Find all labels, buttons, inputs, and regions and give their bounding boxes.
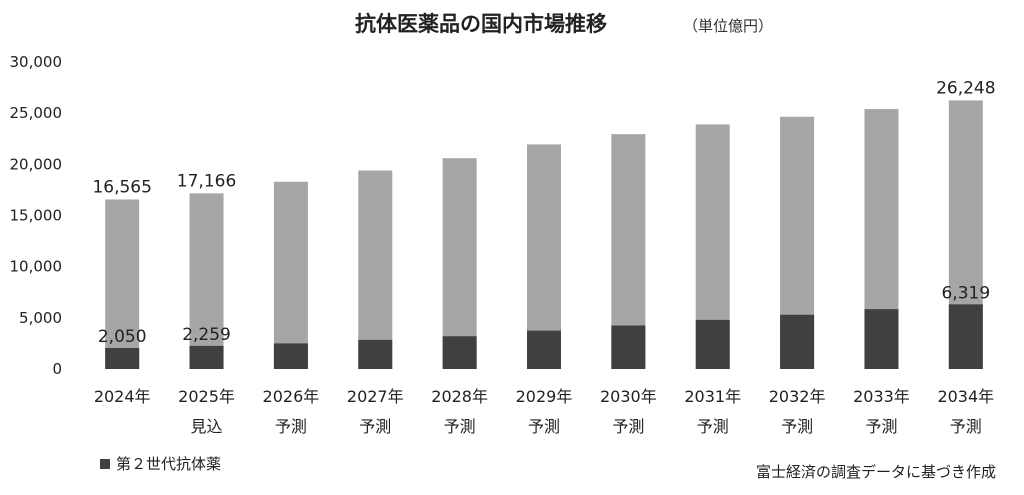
bar-second-gen: [358, 339, 393, 369]
x-tick-sublabel: 予測: [697, 417, 729, 436]
bars-group: [105, 100, 983, 369]
legend-swatch: [100, 459, 110, 469]
x-tick-sublabel: 予測: [444, 417, 476, 436]
x-tick-label: 2028年: [431, 387, 488, 406]
bar-total: [189, 193, 224, 369]
y-tick-label: 20,000: [10, 155, 63, 173]
x-tick-label: 2033年: [853, 387, 910, 406]
x-tick-sublabel: 予測: [781, 417, 813, 436]
bar-second-gen: [948, 304, 983, 369]
data-label-total: 16,565: [92, 177, 151, 197]
x-tick-label: 2031年: [684, 387, 741, 406]
y-tick-label: 30,000: [10, 53, 63, 71]
data-label-second-gen: 6,319: [941, 283, 990, 303]
data-label-second-gen: 2,050: [98, 327, 147, 347]
bar-total: [273, 181, 308, 369]
legend-label: 第２世代抗体薬: [116, 455, 221, 473]
source-note: 富士経済の調査データに基づき作成: [756, 463, 996, 481]
chart-subtitle: （単位億円）: [683, 17, 773, 35]
x-tick-label: 2034年: [937, 387, 994, 406]
y-tick-label: 25,000: [10, 104, 63, 122]
data-label-total: 17,166: [177, 171, 236, 191]
bar-total: [105, 199, 140, 369]
x-tick-label: 2024年: [94, 387, 151, 406]
y-tick-label: 15,000: [10, 207, 63, 225]
bar-second-gen: [780, 314, 815, 369]
x-tick-sublabel: 予測: [612, 417, 644, 436]
x-tick-sublabel: 予測: [865, 417, 897, 436]
bar-total: [358, 170, 393, 369]
chart-title: 抗体医薬品の国内市場推移: [355, 12, 607, 36]
data-label-total: 26,248: [936, 78, 995, 98]
data-label-second-gen: 2,259: [182, 325, 231, 345]
x-tick-sublabel: 予測: [950, 417, 982, 436]
data-labels-group: 16,565 2,050 17,166 2,259 26,248 6,319: [92, 78, 995, 347]
x-tick-label: 2029年: [516, 387, 573, 406]
bar-second-gen: [105, 348, 140, 369]
y-tick-label: 10,000: [10, 258, 63, 276]
x-tick-sublabel: 見込: [191, 417, 223, 436]
y-axis: 0 5,000 10,000 15,000 20,000 25,000 30,000: [10, 53, 63, 378]
bar-second-gen: [189, 345, 224, 369]
bar-second-gen: [442, 336, 477, 369]
x-tick-label: 2025年: [178, 387, 235, 406]
y-tick-label: 0: [52, 360, 62, 378]
bar-second-gen: [527, 330, 561, 369]
x-tick-label: 2030年: [600, 387, 657, 406]
bar-second-gen: [273, 343, 308, 369]
bar-second-gen: [611, 325, 646, 369]
x-tick-sublabel: 予測: [359, 417, 391, 436]
x-tick-sublabel: 予測: [528, 417, 560, 436]
x-tick-label: 2027年: [347, 387, 404, 406]
bar-total: [442, 158, 477, 369]
bar-second-gen: [864, 309, 899, 369]
x-tick-label: 2026年: [263, 387, 320, 406]
y-tick-label: 5,000: [19, 309, 62, 327]
x-tick-sublabel: 予測: [275, 417, 307, 436]
x-tick-label: 2032年: [769, 387, 826, 406]
legend: 第２世代抗体薬: [100, 455, 221, 473]
bar-second-gen: [695, 319, 730, 369]
